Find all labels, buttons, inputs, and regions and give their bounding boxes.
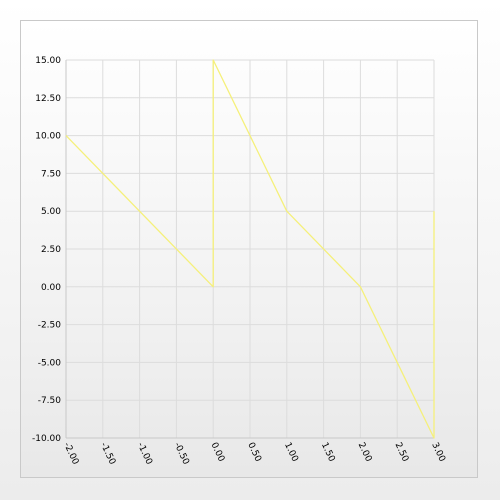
y-tick-label: 12.50 [35,94,61,104]
y-tick-labels: 15.00 12.50 10.00 7.50 5.00 2.50 0.00 -2.50 -5.0… [32,56,61,444]
x-tick-labels: -2.00 -1.50 -1.00 -0.50 0.00 0.50 1.00 1.50 2.00… [61,441,447,467]
y-tick-label: 15.00 [35,56,61,66]
grid-lines [65,59,435,439]
series-group [65,59,435,439]
x-tick-label: -0.50 [172,441,191,467]
x-tick-label: -2.00 [61,441,80,467]
y-tick-label: -5.00 [38,358,62,368]
x-tick-label: 0.50 [245,441,263,464]
x-tick-label: -1.50 [98,441,117,467]
y-tick-label: 7.50 [41,169,61,179]
axes [65,60,434,439]
x-tick-label: 1.50 [319,441,337,464]
y-tick-label: 10.00 [35,132,61,142]
x-tick-label: 2.00 [356,441,374,464]
x-tick-label: -1.00 [135,441,154,467]
x-tick-label: 2.50 [392,441,410,464]
y-tick-label: 0.00 [41,283,61,293]
y-tick-label: -7.50 [38,396,62,406]
x-tick-label: 3.00 [429,441,447,464]
series-line [65,59,435,439]
y-tick-label: -10.00 [32,434,61,444]
y-tick-label: 5.00 [41,207,61,217]
x-tick-label: 0.00 [208,441,226,464]
x-tick-label: 1.00 [282,441,300,464]
y-tick-label: -2.50 [38,321,62,331]
y-tick-label: 2.50 [41,245,61,255]
